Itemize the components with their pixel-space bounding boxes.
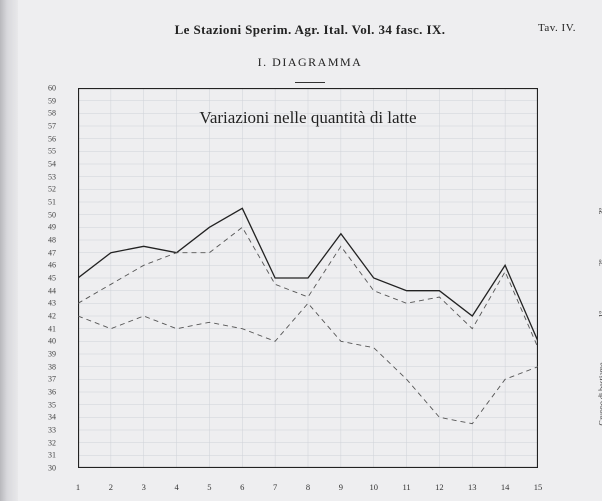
legend-entry-1: 1º (598, 311, 602, 352)
y-tick-label: 48 (48, 236, 56, 245)
legend-label-2: 2º (598, 259, 602, 265)
legend-entry-2: 2º (598, 259, 602, 300)
y-tick-label: 53 (48, 172, 56, 181)
x-tick-label: 11 (402, 482, 410, 492)
y-tick-label: 49 (48, 223, 56, 232)
publication-title: Le Stazioni Sperim. Agr. Ital. Vol. 34 f… (18, 22, 602, 38)
legend-title: Gruppo di bestiame (598, 362, 602, 425)
y-tick-label: 43 (48, 299, 56, 308)
y-tick-label: 47 (48, 248, 56, 257)
x-tick-label: 12 (435, 482, 444, 492)
diagram-title: I. DIAGRAMMA (18, 55, 602, 70)
y-tick-label: 32 (48, 438, 56, 447)
y-tick-label: 34 (48, 413, 56, 422)
y-tick-label: 31 (48, 451, 56, 460)
y-tick-label: 33 (48, 426, 56, 435)
y-tick-label: 45 (48, 274, 56, 283)
y-tick-label: 60 (48, 84, 56, 93)
y-tick-label: 54 (48, 160, 56, 169)
chart-cursive-title: Variazioni nelle quantità di latte (78, 108, 538, 128)
legend-entry-3: 3º (598, 208, 602, 249)
y-tick-label: 56 (48, 134, 56, 143)
legend-label-1: 1º (598, 311, 602, 317)
y-tick-label: 40 (48, 337, 56, 346)
page-paper: Le Stazioni Sperim. Agr. Ital. Vol. 34 f… (18, 0, 602, 501)
y-tick-label: 39 (48, 350, 56, 359)
x-tick-label: 4 (174, 482, 178, 492)
plate-number: Tav. IV. (538, 22, 576, 34)
y-tick-label: 51 (48, 198, 56, 207)
x-tick-label: 9 (339, 482, 343, 492)
y-tick-label: 30 (48, 464, 56, 473)
y-tick-label: 55 (48, 147, 56, 156)
x-tick-label: 10 (369, 482, 378, 492)
y-tick-label: 38 (48, 362, 56, 371)
title-rule (295, 82, 325, 83)
y-tick-label: 42 (48, 312, 56, 321)
x-tick-label: 7 (273, 482, 277, 492)
y-tick-label: 46 (48, 261, 56, 270)
y-tick-label: 59 (48, 96, 56, 105)
x-tick-label: 6 (240, 482, 244, 492)
y-tick-label: 52 (48, 185, 56, 194)
y-tick-label: 44 (48, 286, 56, 295)
y-tick-label: 36 (48, 388, 56, 397)
x-tick-label: 14 (501, 482, 510, 492)
legend: Gruppo di bestiame 1º 2º 3º (598, 200, 602, 426)
legend-label-3: 3º (598, 208, 602, 214)
y-tick-label: 41 (48, 324, 56, 333)
y-tick-label: 58 (48, 109, 56, 118)
x-tick-label: 8 (306, 482, 310, 492)
binding-shadow (0, 0, 18, 501)
x-tick-label: 1 (76, 482, 80, 492)
x-tick-label: 15 (534, 482, 543, 492)
chart-svg (78, 88, 538, 468)
y-tick-label: 57 (48, 122, 56, 131)
x-tick-label: 13 (468, 482, 477, 492)
x-tick-label: 5 (207, 482, 211, 492)
y-tick-label: 37 (48, 375, 56, 384)
x-tick-label: 3 (142, 482, 146, 492)
y-tick-label: 50 (48, 210, 56, 219)
x-tick-label: 2 (109, 482, 113, 492)
chart-plot-area: Variazioni nelle quantità di latte 30313… (78, 88, 538, 468)
y-tick-label: 35 (48, 400, 56, 409)
